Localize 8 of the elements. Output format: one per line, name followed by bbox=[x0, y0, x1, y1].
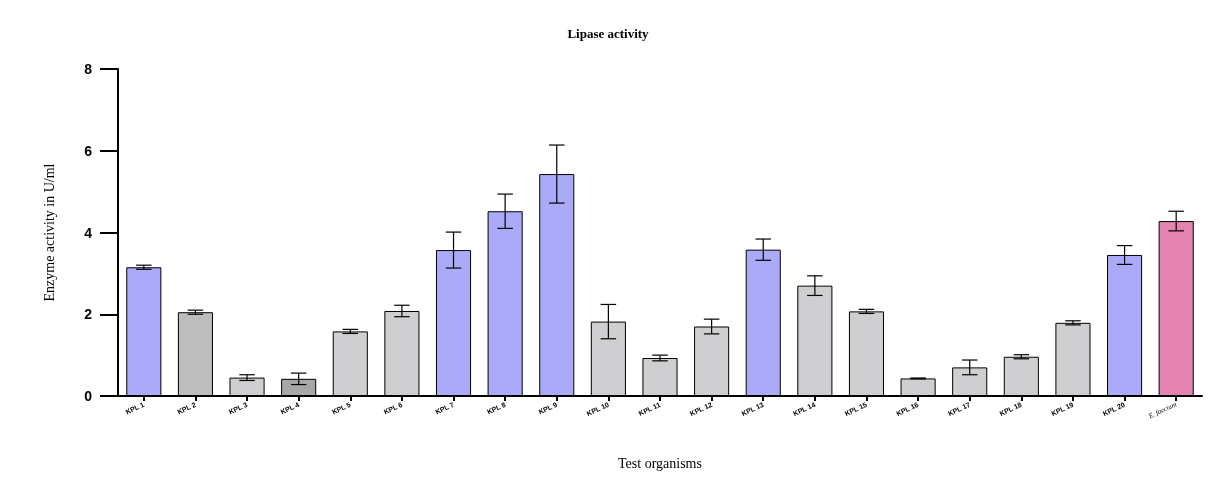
y-tick-label: 2 bbox=[84, 306, 93, 323]
y-axis-title: Enzyme activity in U/ml bbox=[41, 163, 57, 302]
chart-title: Lipase activity bbox=[567, 26, 650, 41]
y-tick-label: 4 bbox=[84, 224, 93, 241]
y-tick-label: 0 bbox=[84, 388, 93, 404]
x-axis-title: Test organisms bbox=[618, 455, 702, 471]
y-tick-label: 6 bbox=[84, 142, 93, 159]
y-tick-label: 8 bbox=[84, 61, 93, 77]
